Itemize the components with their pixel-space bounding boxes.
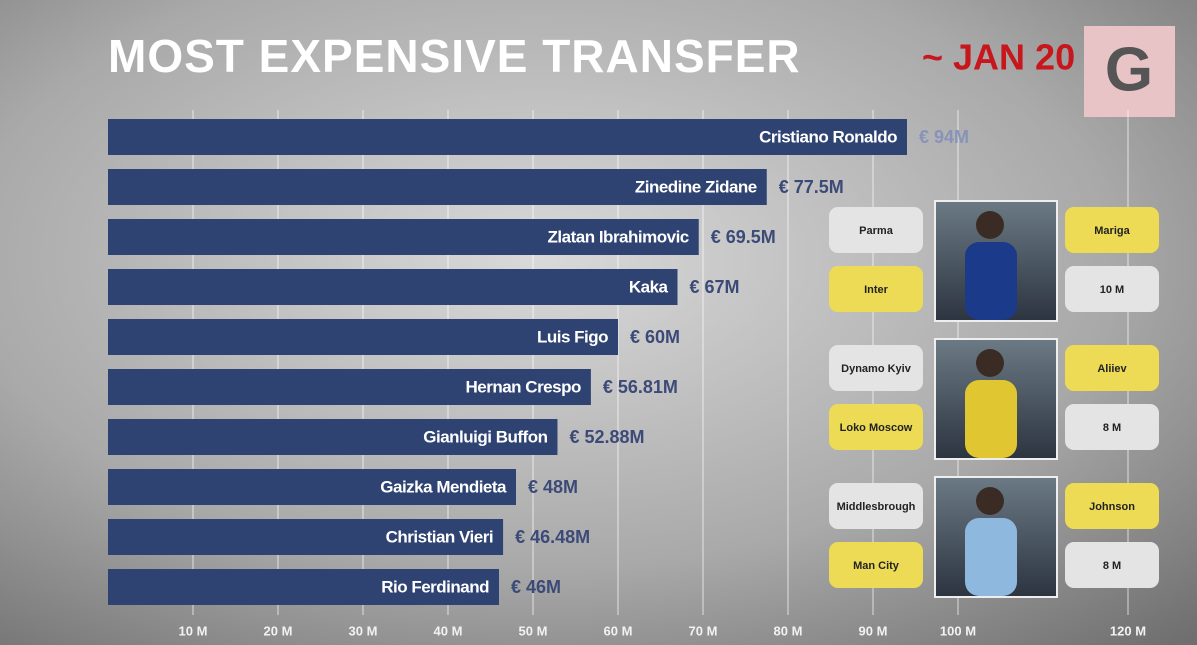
x-tick-label: 120 M bbox=[1110, 623, 1146, 638]
bar-label: Cristiano Ronaldo bbox=[759, 127, 897, 146]
value-label: € 60M bbox=[630, 327, 680, 347]
chart-title: MOST EXPENSIVE TRANSFER bbox=[108, 30, 801, 82]
player-name: Mariga bbox=[1094, 225, 1130, 237]
to-club-box bbox=[829, 404, 923, 450]
from-club: Dynamo Kyiv bbox=[841, 363, 912, 375]
player-name-box bbox=[1065, 483, 1159, 529]
value-label: € 94M bbox=[919, 127, 969, 147]
bar bbox=[108, 419, 558, 455]
bar bbox=[108, 269, 678, 305]
transfer-fee: 10 M bbox=[1100, 284, 1124, 296]
to-club: Inter bbox=[864, 284, 889, 296]
value-label: € 46.48M bbox=[515, 527, 590, 547]
value-label: € 46M bbox=[511, 577, 561, 597]
x-tick-label: 50 M bbox=[519, 623, 548, 638]
photo-figure-head bbox=[976, 211, 1004, 239]
photo-figure-body bbox=[965, 242, 1017, 320]
logo: G bbox=[1105, 35, 1153, 104]
player-name: Johnson bbox=[1089, 501, 1135, 513]
bar-label: Gaizka Mendieta bbox=[380, 477, 507, 496]
x-tick-label: 100 M bbox=[940, 623, 976, 638]
from-club: Parma bbox=[859, 225, 894, 237]
bar-label: Luis Figo bbox=[537, 327, 608, 346]
bar bbox=[108, 119, 907, 155]
value-label: € 67M bbox=[690, 277, 740, 297]
player-name-box bbox=[1065, 345, 1159, 391]
transfer-fee-box bbox=[1065, 266, 1159, 312]
photo-figure-body bbox=[965, 518, 1017, 596]
x-tick-label: 70 M bbox=[689, 623, 718, 638]
bar bbox=[108, 219, 699, 255]
x-tick-label: 80 M bbox=[774, 623, 803, 638]
x-tick-label: 90 M bbox=[859, 623, 888, 638]
from-club-box bbox=[829, 345, 923, 391]
x-tick-label: 10 M bbox=[179, 623, 208, 638]
x-tick-label: 40 M bbox=[434, 623, 463, 638]
to-club-box bbox=[829, 542, 923, 588]
x-tick-label: 20 M bbox=[264, 623, 293, 638]
from-club-box bbox=[829, 207, 923, 253]
bar-label: Zlatan Ibrahimovic bbox=[548, 227, 689, 246]
transfer-fee-box bbox=[1065, 542, 1159, 588]
x-tick-label: 60 M bbox=[604, 623, 633, 638]
bar-label: Zinedine Zidane bbox=[635, 177, 757, 196]
transfer-fee: 8 M bbox=[1103, 560, 1121, 572]
value-label: € 69.5M bbox=[711, 227, 776, 247]
bar bbox=[108, 169, 767, 205]
value-label: € 77.5M bbox=[779, 177, 844, 197]
photo-figure-body bbox=[965, 380, 1017, 458]
bar-label: Rio Ferdinand bbox=[381, 577, 489, 596]
x-tick-label: 30 M bbox=[349, 623, 378, 638]
transfer-fee-box bbox=[1065, 404, 1159, 450]
from-club-box bbox=[829, 483, 923, 529]
player-name-box bbox=[1065, 207, 1159, 253]
bar-label: Christian Vieri bbox=[386, 527, 493, 546]
photo-figure-head bbox=[976, 349, 1004, 377]
value-label: € 56.81M bbox=[603, 377, 678, 397]
to-club: Man City bbox=[853, 560, 900, 572]
bar bbox=[108, 519, 504, 555]
bar bbox=[108, 319, 618, 355]
logo-box bbox=[1084, 26, 1175, 117]
bar-label: Gianluigi Buffon bbox=[423, 427, 547, 446]
player-name: Aliiev bbox=[1097, 363, 1127, 375]
bar-label: Hernan Crespo bbox=[466, 377, 581, 396]
bar-label: Kaka bbox=[629, 277, 669, 296]
from-club: Middlesbrough bbox=[837, 501, 916, 513]
value-label: € 52.88M bbox=[569, 427, 644, 447]
to-club: Loko Moscow bbox=[840, 422, 913, 434]
bar bbox=[108, 569, 499, 605]
bar bbox=[108, 469, 516, 505]
value-label: € 48M bbox=[528, 477, 578, 497]
date-label: ~ JAN 20 bbox=[922, 37, 1075, 78]
photo-figure-head bbox=[976, 487, 1004, 515]
bar bbox=[108, 369, 591, 405]
transfer-fee: 8 M bbox=[1103, 422, 1121, 434]
to-club-box bbox=[829, 266, 923, 312]
